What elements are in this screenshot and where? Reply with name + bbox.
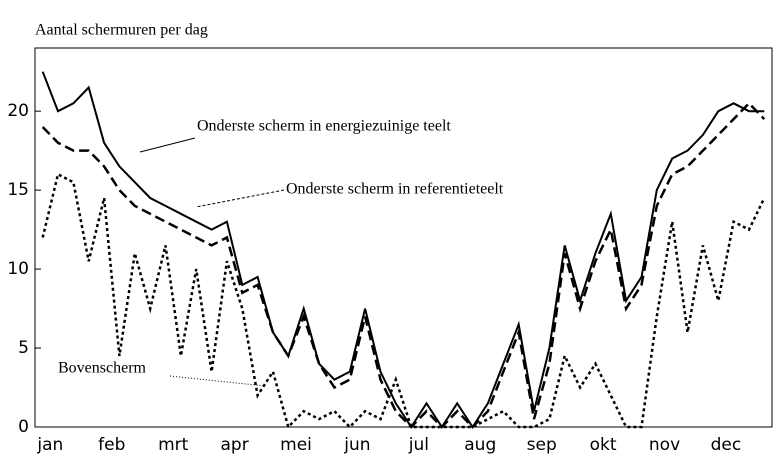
annotation-leader [169,375,266,387]
y-tick-label: 20 [7,101,29,121]
x-tick-label: dec [711,435,742,455]
annotation: Onderste scherm in energiezuinige teelt [197,118,451,135]
x-tick-label: feb [98,435,125,455]
x-tick-label: jan [36,435,63,455]
x-tick-label: apr [221,435,249,455]
annotation-leader [195,189,285,208]
x-tick-label: aug [464,435,496,455]
x-tick-label: okt [590,435,617,455]
x-tick-label: jul [408,435,429,455]
annotation: Bovenscherm [58,360,147,377]
y-tick-label: 0 [18,417,29,437]
x-tick-label: mrt [158,435,189,455]
series-line [41,101,766,429]
annotation-leader [139,137,196,153]
series-line [41,172,766,430]
y-axis-label: Aantal schermuren per dag [35,22,208,39]
x-tick-label: nov [649,435,680,455]
plot-frame [34,47,773,428]
series-line [41,71,765,429]
y-tick-label: 10 [7,259,29,279]
x-tick-label: mei [280,435,312,455]
annotation: Onderste scherm in referentieteelt [286,181,504,198]
x-tick-label: jun [343,435,370,455]
x-tick-label: sep [527,435,557,455]
y-tick-label: 5 [18,338,29,358]
y-tick-label: 15 [7,180,29,200]
